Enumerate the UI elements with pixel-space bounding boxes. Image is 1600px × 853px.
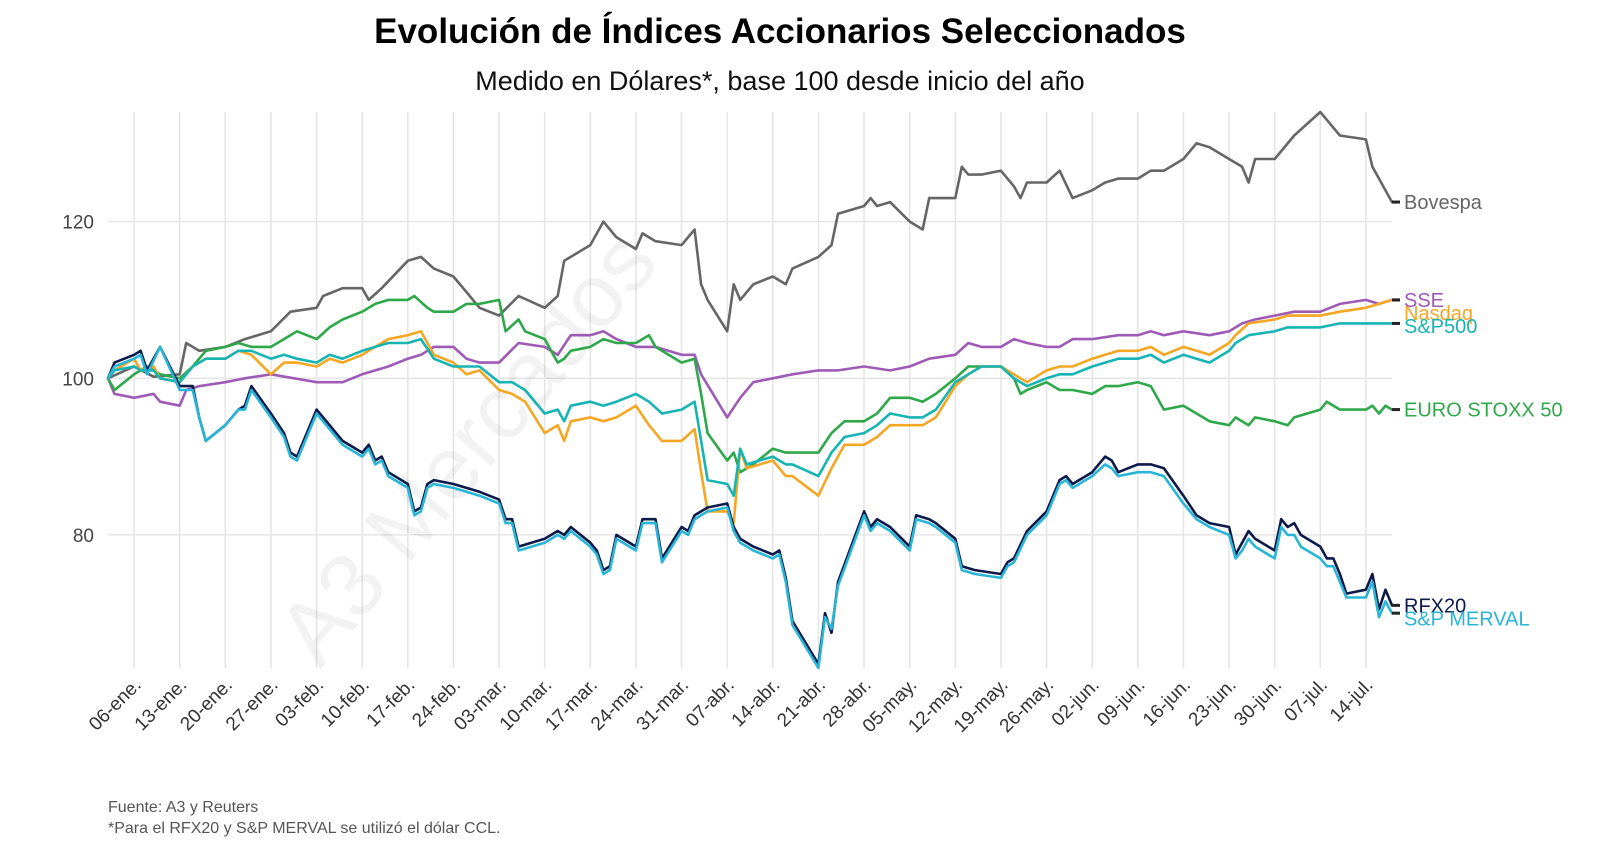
x-tick-label: 14-jul. bbox=[1326, 675, 1377, 726]
series-line bbox=[106, 298, 1394, 419]
ccl-footnote: *Para el RFX20 y S&P MERVAL se utilizó e… bbox=[108, 820, 500, 837]
series-label: EURO STOXX 50 bbox=[1404, 400, 1563, 422]
series-label: Nasdaq bbox=[1404, 303, 1473, 325]
watermark-text: A3 Mercados bbox=[259, 212, 676, 682]
x-tick-label: 02-jun. bbox=[1048, 675, 1104, 731]
series-line bbox=[106, 322, 1394, 497]
x-tick-label: 27-ene. bbox=[222, 675, 282, 735]
x-tick-label: 21-abr. bbox=[773, 675, 830, 732]
series-line bbox=[106, 298, 1394, 525]
x-tick-label: 10-feb. bbox=[317, 675, 374, 732]
x-tick-label: 14-abr. bbox=[728, 675, 785, 732]
source-note: Fuente: A3 y Reuters bbox=[108, 799, 258, 816]
series-line bbox=[106, 294, 1394, 474]
x-axis-ticks: 06-ene.13-ene.20-ene.27-ene.03-feb.10-fe… bbox=[85, 675, 1377, 737]
x-tick-label: 23-jun. bbox=[1185, 675, 1241, 731]
y-axis-ticks: 80 100 120 bbox=[62, 213, 94, 547]
series-label: S&P MERVAL bbox=[1404, 608, 1530, 630]
x-tick-label: 31-mar. bbox=[633, 675, 693, 735]
x-tick-label: 03-feb. bbox=[271, 675, 328, 732]
series-label: Bovespa bbox=[1404, 192, 1483, 214]
x-tick-label: 07-abr. bbox=[682, 675, 739, 732]
x-tick-label: 17-feb. bbox=[363, 675, 420, 732]
x-tick-label: 07-jul. bbox=[1280, 675, 1331, 726]
series-line bbox=[106, 345, 1394, 670]
series-line bbox=[106, 345, 1394, 666]
series-line bbox=[106, 110, 1394, 380]
series-lines bbox=[106, 110, 1400, 670]
x-tick-label: 09-jun. bbox=[1093, 675, 1149, 731]
x-tick-label: 30-jun. bbox=[1230, 675, 1286, 731]
chart-subtitle: Medido en Dólares*, base 100 desde inici… bbox=[475, 66, 1084, 96]
chart-title: Evolución de Índices Accionarios Selecci… bbox=[374, 11, 1186, 51]
series-label: SSE bbox=[1404, 290, 1444, 312]
series-label: RFX20 bbox=[1404, 595, 1466, 617]
y-tick-label: 80 bbox=[73, 526, 94, 547]
series-label: S&P500 bbox=[1404, 316, 1477, 338]
y-tick-label: 120 bbox=[62, 213, 94, 234]
y-tick-label: 100 bbox=[62, 369, 94, 390]
x-tick-label: 16-jun. bbox=[1139, 675, 1195, 731]
